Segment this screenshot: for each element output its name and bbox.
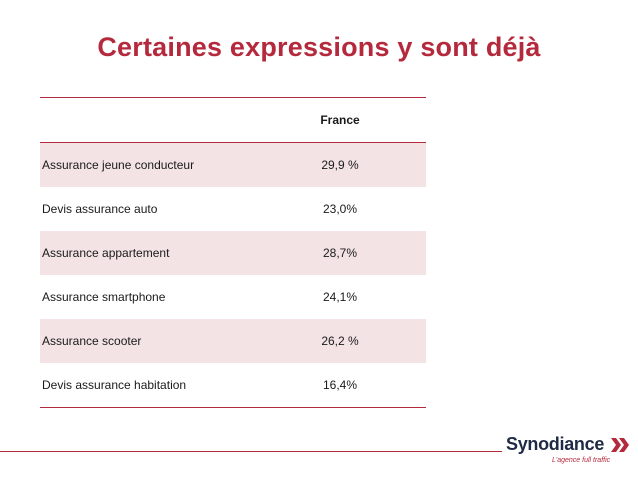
row-label: Assurance appartement bbox=[42, 246, 170, 260]
synodiance-logo: Synodiance L'agence full traffic bbox=[506, 434, 632, 472]
table-row: Assurance jeune conducteur 29,9 % bbox=[40, 143, 426, 187]
slide-title: Certaines expressions y sont déjà bbox=[97, 32, 541, 62]
row-label: Assurance scooter bbox=[42, 334, 142, 348]
logo-wordmark: Synodiance bbox=[506, 434, 605, 454]
row-label: Devis assurance habitation bbox=[42, 378, 187, 392]
data-table: France Assurance jeune conducteur 29,9 %… bbox=[40, 97, 426, 408]
table-row: Assurance scooter 26,2 % bbox=[40, 319, 426, 363]
row-value: 16,4% bbox=[322, 378, 358, 392]
table-row: Assurance appartement 28,7% bbox=[40, 231, 426, 275]
row-value: 26,2 % bbox=[321, 334, 359, 348]
row-label: Assurance jeune conducteur bbox=[42, 158, 195, 172]
row-value: 24,1% bbox=[322, 290, 358, 304]
double-chevron-right-icon bbox=[611, 438, 629, 452]
row-label: Assurance smartphone bbox=[42, 290, 166, 304]
table-row: Devis assurance auto 23,0% bbox=[40, 187, 426, 231]
row-value: 28,7% bbox=[322, 246, 358, 260]
column-header-france: France bbox=[320, 113, 360, 127]
row-label: Devis assurance auto bbox=[42, 202, 158, 216]
table-row: Devis assurance habitation 16,4% bbox=[40, 363, 426, 407]
row-value: 23,0% bbox=[322, 202, 358, 216]
table-header-row: France bbox=[40, 98, 426, 143]
row-value: 29,9 % bbox=[321, 158, 359, 172]
footer-divider bbox=[0, 451, 502, 452]
table-row: Assurance smartphone 24,1% bbox=[40, 275, 426, 319]
logo-tagline: L'agence full traffic bbox=[552, 457, 611, 464]
